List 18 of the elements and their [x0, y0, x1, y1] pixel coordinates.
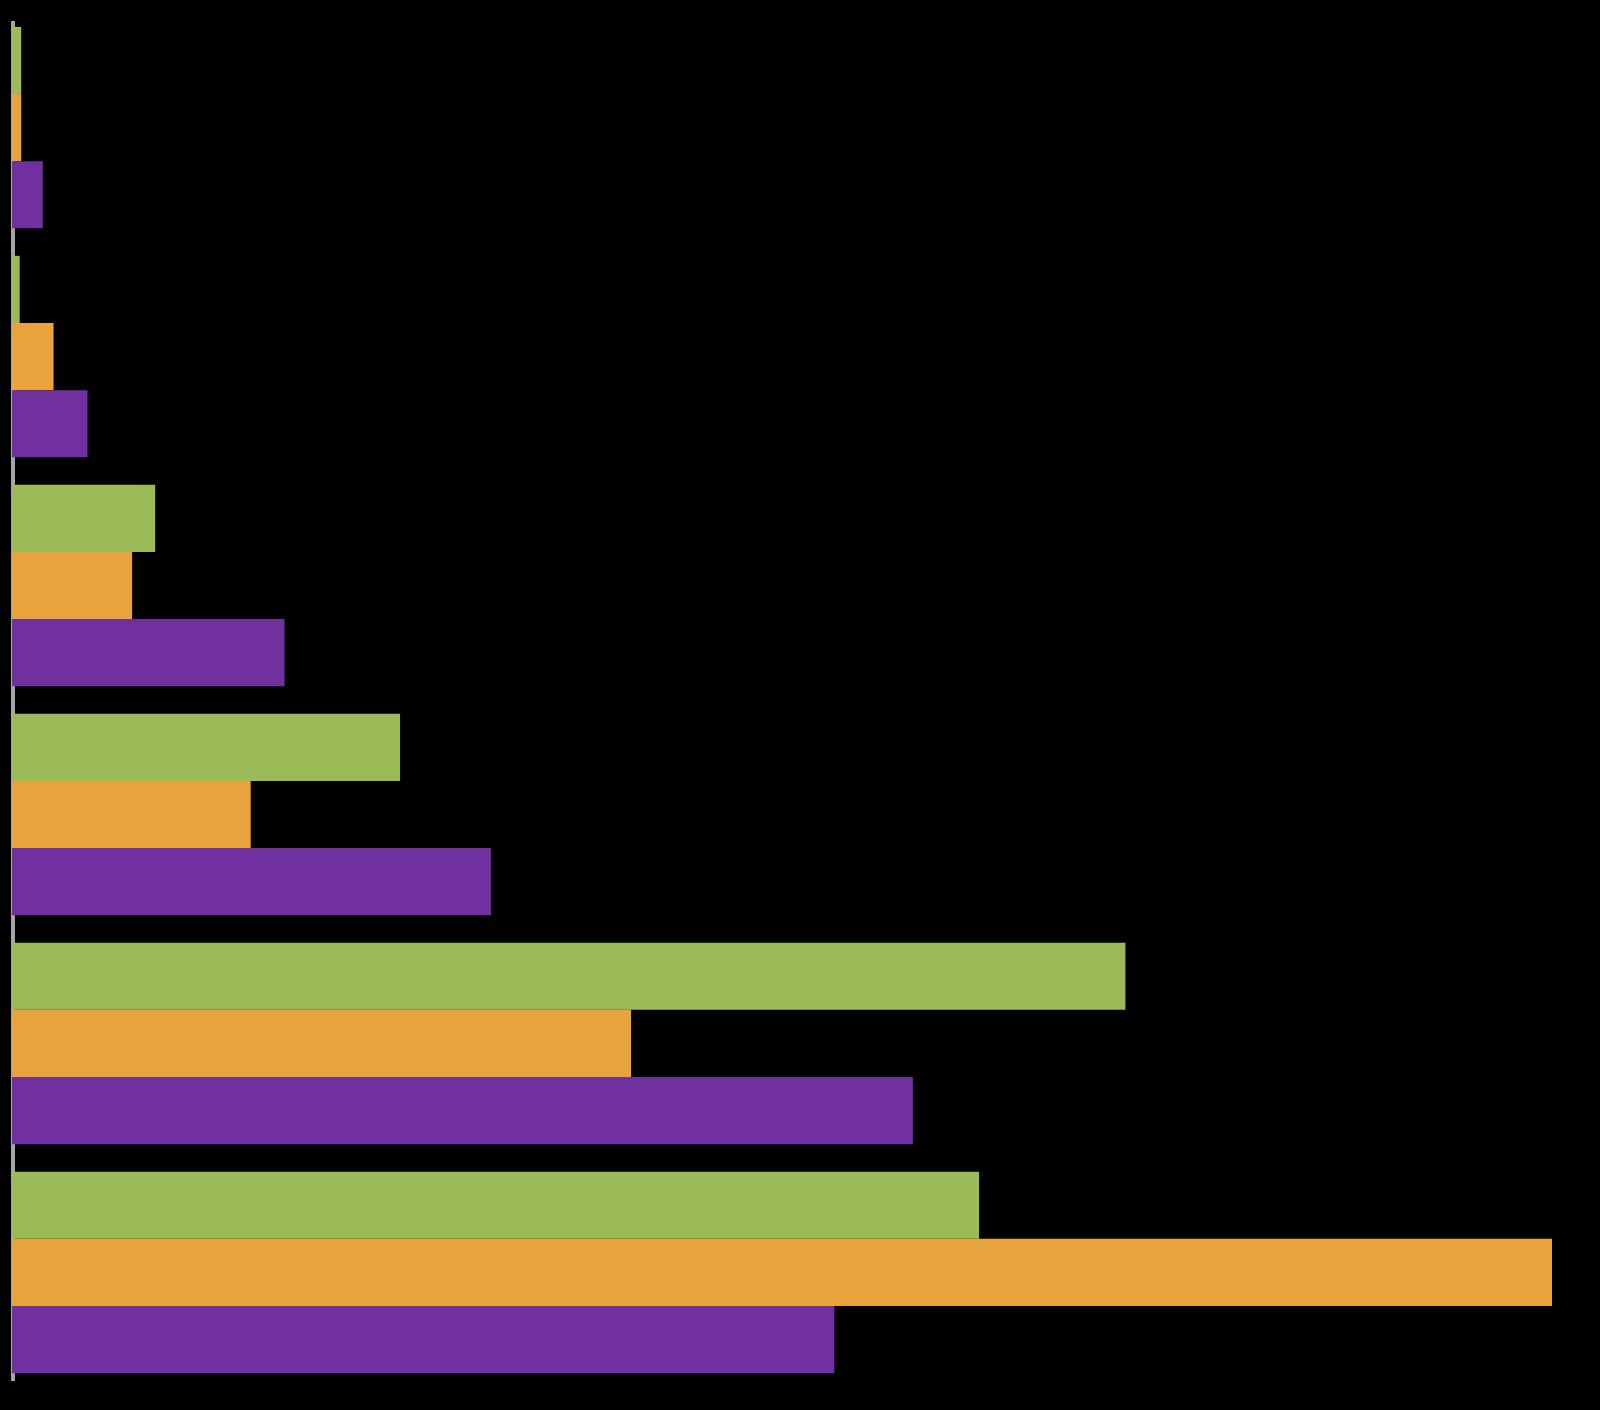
bar: [12, 1009, 632, 1078]
bar: [12, 780, 251, 849]
bar: [12, 619, 285, 687]
bar: [12, 1305, 835, 1374]
bar: [12, 713, 401, 781]
bar: [12, 390, 88, 458]
bar: [12, 942, 1126, 1010]
bar: [12, 255, 20, 323]
bar: [12, 1238, 1552, 1306]
bar: [12, 1077, 913, 1145]
bar: [12, 26, 22, 95]
bar: [12, 94, 22, 162]
bar: [12, 1171, 980, 1239]
bar: [12, 848, 491, 916]
bar: [12, 322, 54, 391]
bar: [12, 551, 133, 620]
bar: [12, 484, 156, 552]
bar: [12, 161, 43, 229]
